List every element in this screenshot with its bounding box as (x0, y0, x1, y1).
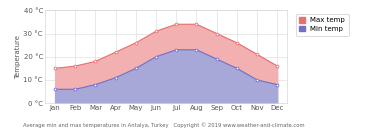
Legend: Max temp, Min temp: Max temp, Min temp (296, 14, 348, 36)
Y-axis label: Temperature: Temperature (14, 35, 21, 79)
Text: Average min and max temperatures in Antalya, Turkey   Copyright © 2019 www.weath: Average min and max temperatures in Anta… (23, 122, 305, 128)
